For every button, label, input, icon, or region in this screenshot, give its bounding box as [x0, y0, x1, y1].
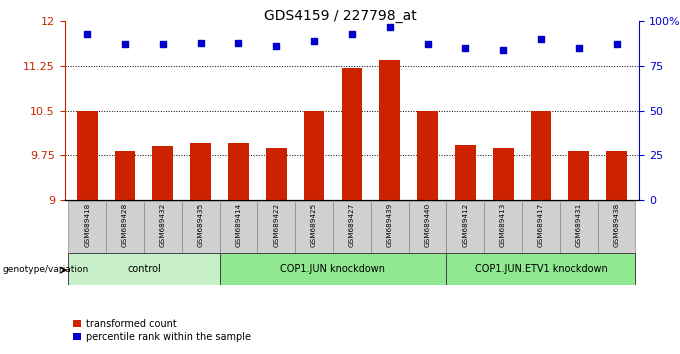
Point	[309, 38, 320, 44]
Bar	[228, 143, 249, 200]
Text: GSM689417: GSM689417	[538, 202, 544, 246]
FancyBboxPatch shape	[220, 253, 446, 285]
FancyBboxPatch shape	[295, 201, 333, 253]
Text: GSM689438: GSM689438	[613, 202, 619, 246]
Legend: transformed count, percentile rank within the sample: transformed count, percentile rank withi…	[69, 315, 255, 346]
Bar	[266, 148, 287, 200]
Bar	[77, 110, 98, 200]
Text: GSM689431: GSM689431	[576, 202, 581, 246]
Point	[573, 45, 584, 51]
FancyBboxPatch shape	[446, 201, 484, 253]
Text: GDS4159 / 227798_at: GDS4159 / 227798_at	[264, 9, 416, 23]
FancyBboxPatch shape	[220, 201, 258, 253]
FancyBboxPatch shape	[484, 201, 522, 253]
FancyBboxPatch shape	[446, 253, 635, 285]
FancyBboxPatch shape	[69, 253, 220, 285]
FancyBboxPatch shape	[106, 201, 144, 253]
FancyBboxPatch shape	[371, 201, 409, 253]
Point	[498, 47, 509, 53]
FancyBboxPatch shape	[598, 201, 635, 253]
Bar	[455, 144, 476, 200]
Bar	[568, 150, 589, 200]
Text: GSM689440: GSM689440	[424, 202, 430, 246]
Text: GSM689435: GSM689435	[198, 202, 204, 246]
Text: genotype/variation: genotype/variation	[3, 264, 89, 274]
Point	[384, 24, 395, 29]
FancyBboxPatch shape	[560, 201, 598, 253]
Text: COP1.JUN knockdown: COP1.JUN knockdown	[280, 264, 386, 274]
Bar	[190, 143, 211, 200]
Point	[535, 36, 546, 42]
FancyBboxPatch shape	[522, 201, 560, 253]
Bar	[606, 150, 627, 200]
Text: GSM689414: GSM689414	[235, 202, 241, 246]
Bar	[115, 150, 135, 200]
Text: COP1.JUN.ETV1 knockdown: COP1.JUN.ETV1 knockdown	[475, 264, 607, 274]
Text: control: control	[127, 264, 161, 274]
Point	[233, 40, 244, 46]
FancyBboxPatch shape	[69, 201, 106, 253]
Bar	[304, 110, 324, 200]
Text: GSM689412: GSM689412	[462, 202, 469, 246]
FancyBboxPatch shape	[144, 201, 182, 253]
FancyBboxPatch shape	[258, 201, 295, 253]
Text: GSM689428: GSM689428	[122, 202, 128, 246]
Text: GSM689413: GSM689413	[500, 202, 506, 246]
FancyBboxPatch shape	[182, 201, 220, 253]
Point	[346, 31, 358, 36]
Bar	[530, 110, 551, 200]
Text: GSM689422: GSM689422	[273, 202, 279, 246]
Bar	[493, 148, 513, 200]
Bar	[417, 110, 438, 200]
Point	[460, 45, 471, 51]
Text: GSM689425: GSM689425	[311, 202, 317, 246]
Point	[82, 31, 92, 36]
Bar	[379, 60, 400, 200]
Bar	[341, 68, 362, 200]
Text: GSM689427: GSM689427	[349, 202, 355, 246]
FancyBboxPatch shape	[409, 201, 446, 253]
Point	[158, 42, 169, 47]
Text: GSM689418: GSM689418	[84, 202, 90, 246]
Point	[271, 44, 282, 49]
Point	[120, 42, 131, 47]
FancyBboxPatch shape	[333, 201, 371, 253]
Point	[195, 40, 206, 46]
Text: GSM689439: GSM689439	[387, 202, 393, 246]
Point	[611, 42, 622, 47]
Point	[422, 42, 433, 47]
Text: GSM689432: GSM689432	[160, 202, 166, 246]
Bar	[152, 146, 173, 200]
